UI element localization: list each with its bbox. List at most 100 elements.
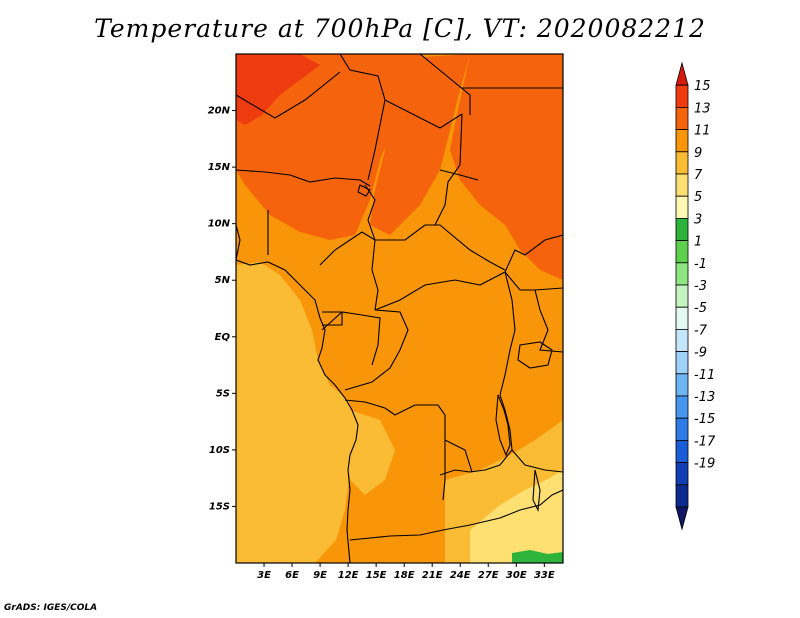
lat-tick-label: EQ <box>215 332 231 343</box>
border-algeria-libya <box>339 54 386 181</box>
colorbar-label: -5 <box>694 301 707 316</box>
colorbar-label: 13 <box>694 101 711 116</box>
lat-tick-label: 20N <box>208 106 231 117</box>
border-drc-east <box>439 271 516 476</box>
border-tanzania-mozambique <box>511 449 563 473</box>
lat-tick-label: 15N <box>208 162 231 173</box>
colorbar-swatch <box>675 484 689 508</box>
field-region-chad-hot <box>370 54 470 235</box>
colorbar-label: -19 <box>694 457 715 472</box>
colorbar-swatch <box>675 195 689 219</box>
colorbar-label: -3 <box>694 279 707 294</box>
field-region-nw-sahara-hot <box>236 54 430 240</box>
colorbar-swatch <box>675 351 689 375</box>
colorbar-top-triangle <box>675 61 689 86</box>
colorbar-swatch <box>675 240 689 264</box>
field-region-sudan-hot <box>450 54 563 280</box>
lon-tick-label: 33E <box>534 570 555 581</box>
lon-tick-label: 27E <box>478 570 499 581</box>
border-chad-sudan <box>434 113 463 226</box>
colorbar-swatch <box>675 173 689 197</box>
colorbar-swatch <box>675 462 689 486</box>
colorbar-label: -11 <box>694 368 715 383</box>
longitude-axis: 3E 6E 9E 12E 15E 18E 21E 24E 27E 30E 33E <box>257 563 555 581</box>
lat-tick-label: 10N <box>208 219 231 230</box>
map-title: Temperature at 700hPa [C], VT: 202008221… <box>94 14 706 43</box>
colorbar-swatch <box>675 129 689 153</box>
border-chad-east-small <box>439 169 479 181</box>
field-region-sw-cool <box>350 410 395 495</box>
border-cameroon-car <box>371 239 379 311</box>
lon-tick-label: 9E <box>313 570 327 581</box>
lake-tanganyika <box>495 394 511 457</box>
colorbar-label: -15 <box>694 412 715 427</box>
lon-tick-label: 30E <box>506 570 527 581</box>
border-chad-nigeria <box>364 184 376 241</box>
colorbar-swatch <box>675 395 689 419</box>
colorbar-swatch <box>675 262 689 286</box>
border-algeria-niger-mali <box>236 71 341 119</box>
colorbar-label: -13 <box>694 390 715 405</box>
plot-frame <box>235 53 564 564</box>
lon-tick-label: 3E <box>257 570 271 581</box>
colorbar-label: -9 <box>694 346 707 361</box>
border-libya-chad <box>384 99 463 129</box>
lat-tick-label: 15S <box>209 501 230 512</box>
border-uganda-kenya <box>534 289 563 353</box>
colorbar-label: 5 <box>694 190 702 205</box>
border-sudan-ethiopia <box>504 234 563 273</box>
lat-tick-label: 5S <box>216 388 230 399</box>
lat-tick-label: 5N <box>215 275 231 286</box>
country-borders <box>236 54 563 563</box>
border-car-north <box>375 224 506 271</box>
border-congo-drc <box>344 309 409 391</box>
border-south-sudan-uganda <box>504 271 563 291</box>
colorbar-label: 1 <box>694 235 702 250</box>
border-zambia-mozambique <box>499 489 563 519</box>
colorbar-swatch <box>675 373 689 397</box>
colorbar-swatch <box>675 439 689 463</box>
colorbar-swatch <box>675 217 689 241</box>
grads-credit: GrADS: IGES/COLA <box>4 603 98 613</box>
colorbar-swatch <box>675 306 689 330</box>
lat-tick-label: 10S <box>209 445 230 456</box>
border-angola-namibia <box>349 517 501 541</box>
lon-tick-label: 6E <box>285 570 299 581</box>
border-niger <box>236 169 371 187</box>
colorbar-label: 9 <box>694 146 702 161</box>
colorbar-label: -17 <box>694 434 716 449</box>
colorbar-label: 7 <box>694 168 703 183</box>
lon-tick-label: 15E <box>366 570 387 581</box>
lake-chad <box>357 184 371 197</box>
colorbar-swatch <box>675 107 689 131</box>
border-car-drc <box>374 271 506 311</box>
border-drc-angola <box>344 399 473 473</box>
lake-victoria <box>517 341 553 369</box>
coastline-west-africa <box>236 224 359 563</box>
colorbar-label: 11 <box>694 124 711 139</box>
latitude-axis: 20N 15N 10N 5N EQ 5S 10S 15S <box>208 106 236 512</box>
colorbar: 15 13 11 9 7 5 3 1 -1 -3 -5 -7 -9 -11 -13 -15 -17 -19 <box>675 61 716 531</box>
colorbar-label: -7 <box>694 323 708 338</box>
colorbar-swatch <box>675 328 689 352</box>
lon-tick-label: 18E <box>394 570 415 581</box>
colorbar-swatch <box>675 417 689 441</box>
border-angola-zambia <box>442 440 446 501</box>
field-region-atlantic-cool <box>236 262 356 563</box>
colorbar-swatch <box>675 151 689 175</box>
lon-tick-label: 21E <box>422 570 443 581</box>
colorbar-label: -1 <box>694 257 707 272</box>
field-region-green-spot <box>512 550 563 563</box>
lake-malawi <box>532 469 541 512</box>
colorbar-label: 3 <box>694 212 702 227</box>
border-libya-egypt <box>419 54 471 115</box>
border-nigeria-cameroon <box>319 231 376 266</box>
lon-tick-label: 24E <box>450 570 471 581</box>
colorbar-swatch <box>675 84 689 108</box>
border-gabon-congo <box>321 311 381 366</box>
border-gabon-eq-guinea <box>322 311 343 326</box>
colorbar-bottom-triangle <box>675 506 689 531</box>
colorbar-label: 15 <box>694 79 711 94</box>
lon-tick-label: 12E <box>338 570 359 581</box>
